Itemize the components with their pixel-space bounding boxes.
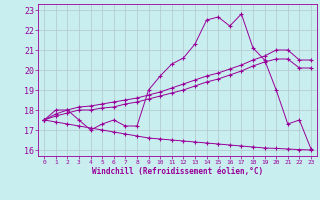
X-axis label: Windchill (Refroidissement éolien,°C): Windchill (Refroidissement éolien,°C) [92,167,263,176]
